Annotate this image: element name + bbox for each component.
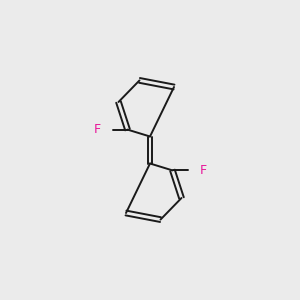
Text: F: F: [200, 164, 207, 177]
Text: F: F: [93, 123, 100, 136]
